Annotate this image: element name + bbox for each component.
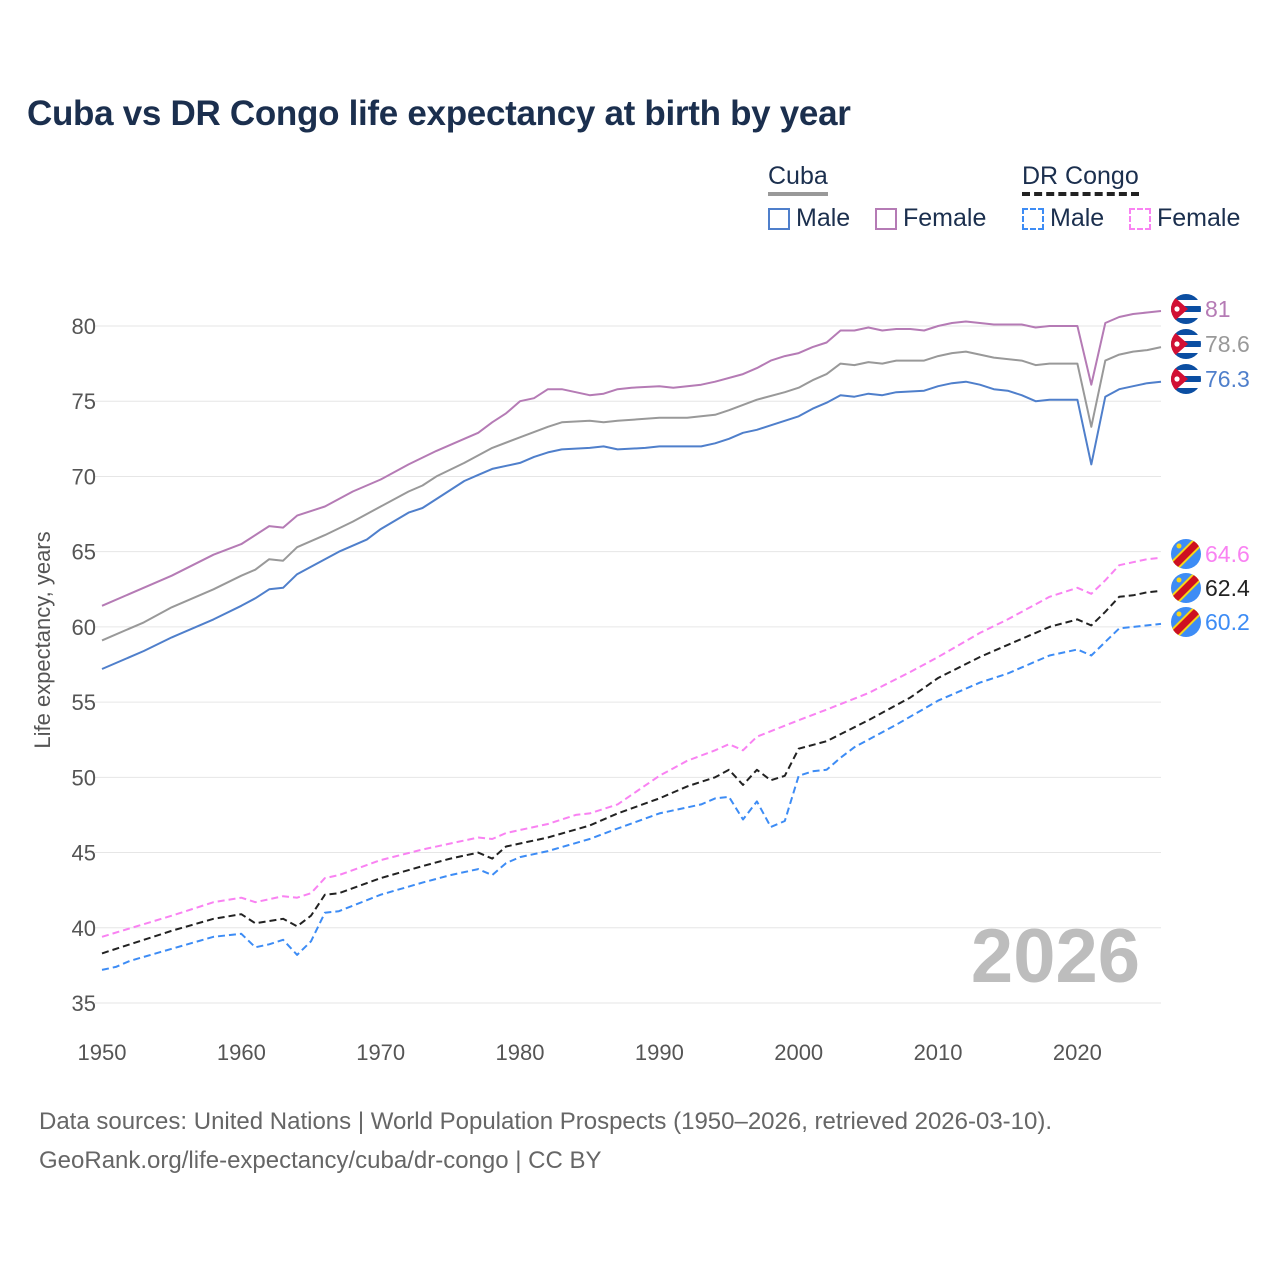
y-tick-label: 80 (72, 314, 96, 339)
legend-label: Male (796, 204, 851, 232)
x-tick-label: 1950 (78, 1040, 127, 1065)
legend-label: Male (1050, 204, 1105, 232)
y-tick-label: 45 (72, 841, 96, 866)
legend-swatch (1129, 207, 1151, 230)
y-tick-label: 70 (72, 464, 96, 489)
series-line-cuba-total (101, 346, 1162, 642)
legend-group-label: DR Congo (1022, 162, 1139, 190)
year-watermark: 2026 (971, 914, 1140, 999)
cuba-flag-icon (1171, 329, 1201, 359)
y-tick-label: 35 (72, 991, 96, 1016)
end-value-label: 76.3 (1205, 366, 1250, 392)
y-tick-label: 40 (72, 916, 96, 941)
series-line-cuba-male (101, 380, 1162, 670)
end-value-label: 64.6 (1205, 541, 1250, 567)
footer-sources: Data sources: United Nations | World Pop… (39, 1108, 1053, 1135)
footer-link[interactable]: GeoRank.org/life-expectancy/cuba/dr-cong… (39, 1147, 602, 1174)
legend-swatch (768, 207, 790, 230)
drcongo-flag-icon (1171, 607, 1201, 637)
legend-label: Female (903, 204, 987, 232)
drcongo-flag-icon (1171, 573, 1201, 603)
x-tick-label: 2020 (1053, 1040, 1102, 1065)
end-value-label: 60.2 (1205, 609, 1250, 635)
legend-line-dashed (1022, 192, 1139, 196)
cuba-flag-icon (1171, 294, 1201, 324)
x-tick-label: 1990 (635, 1040, 684, 1065)
cuba-flag-icon (1171, 364, 1201, 394)
y-tick-label: 75 (72, 389, 96, 414)
series-line-dr-congo-male (101, 622, 1162, 971)
legend-swatch (1022, 207, 1044, 230)
y-tick-label: 65 (72, 540, 96, 565)
legend-cuba-male: Male (768, 204, 850, 233)
legend-group-label: Cuba (768, 162, 828, 190)
legend-line-solid (768, 192, 828, 196)
legend-swatch (875, 207, 897, 230)
series-line-cuba-female (101, 310, 1162, 607)
chart-title: Cuba vs DR Congo life expectancy at birt… (27, 94, 851, 133)
y-tick-label: 50 (72, 765, 96, 790)
legend-drcongo-female: Female (1129, 204, 1240, 233)
x-tick-label: 1980 (496, 1040, 545, 1065)
end-value-label: 78.6 (1205, 331, 1250, 357)
y-tick-label: 60 (72, 615, 96, 640)
end-value-label: 81 (1205, 296, 1231, 322)
drcongo-flag-icon (1171, 539, 1201, 569)
x-tick-label: 2010 (914, 1040, 963, 1065)
series-line-dr-congo-total (101, 589, 1162, 955)
y-axis-label: Life expectancy, years (30, 531, 55, 748)
x-tick-label: 1960 (217, 1040, 266, 1065)
legend-group-cuba: Cuba (768, 162, 828, 196)
legend-cuba-female: Female (875, 204, 986, 233)
series-line-dr-congo-female (101, 556, 1162, 938)
legend-group-drcongo: DR Congo (1022, 162, 1139, 196)
x-tick-label: 2000 (774, 1040, 823, 1065)
y-tick-label: 55 (72, 690, 96, 715)
legend-drcongo-male: Male (1022, 204, 1104, 233)
legend-label: Female (1157, 204, 1241, 232)
x-tick-label: 1970 (356, 1040, 405, 1065)
end-value-label: 62.4 (1205, 575, 1250, 601)
